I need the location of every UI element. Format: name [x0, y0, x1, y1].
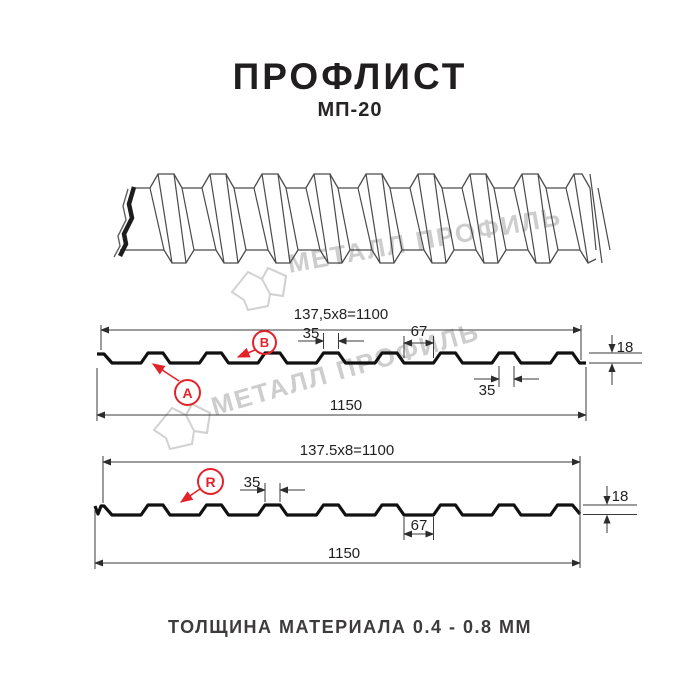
callout-letter-r: R: [205, 473, 216, 490]
dim-label-full-width-a: 1150: [329, 397, 363, 414]
sheet-3d-view: [113, 173, 611, 264]
dim-label-cover-width-a: 137,5x8=1100: [293, 306, 389, 323]
metal-profil-logo-icon: [230, 266, 288, 312]
callout-letter-b: B: [259, 335, 270, 350]
dim-label-rib-top-lower-a: 35: [478, 382, 496, 399]
dim-label-valley-r: 67: [410, 517, 428, 534]
callout-badge-r: R: [197, 468, 224, 495]
dim-label-rib-top-a: 35: [302, 325, 320, 342]
section-a-profile: [97, 351, 586, 365]
sheet-cut-edge: [113, 186, 137, 258]
dim-label-valley-a: 67: [410, 323, 428, 340]
section-a-callout-arrows: [151, 347, 256, 382]
callout-badge-b: B: [252, 330, 277, 355]
callout-letter-a: A: [182, 384, 193, 401]
page-title: ПРОФЛИСТ: [232, 56, 468, 97]
dim-label-rib-top-r: 35: [243, 474, 261, 491]
dim-label-height-a: 18: [616, 339, 634, 356]
profile-model-subtitle: МП-20: [317, 99, 383, 121]
dim-label-cover-width-r: 137.5x8=1100: [299, 442, 395, 459]
dim-label-full-width-r: 1150: [327, 545, 361, 562]
section-r-profile: [93, 503, 582, 517]
callout-badge-a: A: [174, 379, 201, 406]
section-r-dimensions: [94, 456, 637, 569]
section-r-callout-arrows: [179, 488, 201, 503]
material-thickness-note: ТОЛЩИНА МАТЕРИАЛА 0.4 - 0.8 ММ: [168, 617, 532, 637]
dim-label-height-r: 18: [611, 488, 629, 505]
section-a-dimensions: [96, 325, 642, 421]
